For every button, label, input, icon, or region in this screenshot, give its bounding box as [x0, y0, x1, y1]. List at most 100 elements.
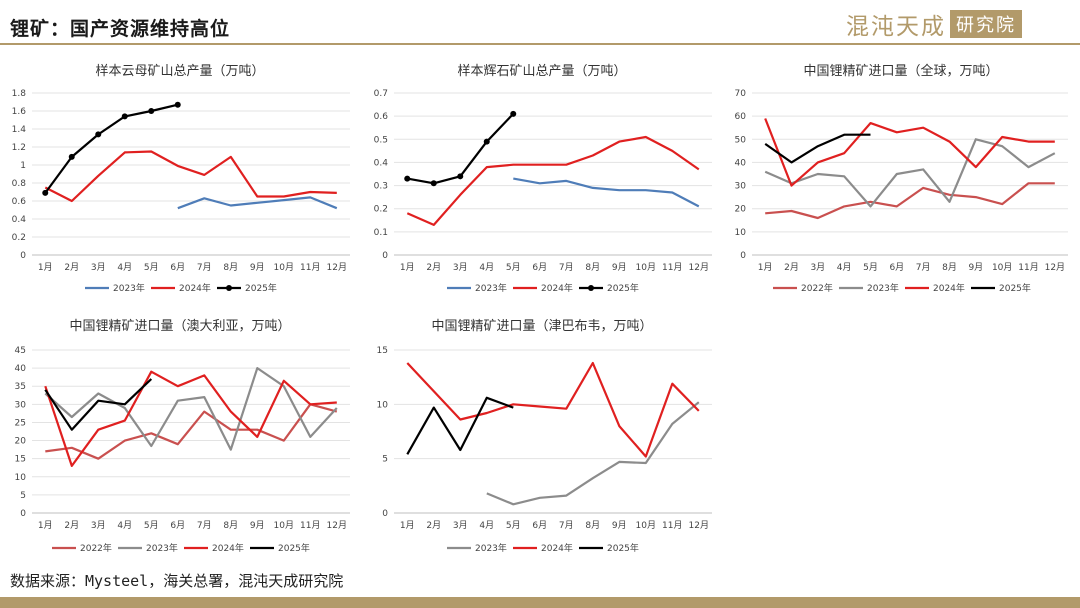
x-tick-label: 8月 — [942, 262, 957, 273]
chart-title: 中国锂精矿进口量（全球，万吨） — [803, 63, 998, 79]
x-tick-label: 9月 — [968, 262, 983, 273]
x-tick-label: 3月 — [91, 262, 106, 273]
x-tick-label: 2月 — [426, 520, 441, 531]
x-tick-label: 7月 — [197, 262, 212, 273]
x-tick-label: 12月 — [1045, 262, 1065, 273]
x-tick-label: 12月 — [327, 262, 347, 273]
legend-label: 2023年 — [113, 282, 145, 294]
y-tick-label: 1.2 — [12, 143, 26, 153]
x-tick-label: 11月 — [300, 520, 320, 531]
x-tick-label: 5月 — [506, 520, 521, 531]
bottom-bar — [0, 597, 1080, 608]
x-tick-label: 2月 — [426, 262, 441, 273]
chart-svg: 中国锂精矿进口量（澳大利亚，万吨） 0 5 10 15 20 25 30 35 40 45 1月 2月 3… — [15, 318, 350, 554]
chart-svg: 样本辉石矿山总产量（万吨） 0 0.1 0.2 0.3 0.4 0.5 0.6 0.7 1月 2月 3… — [374, 64, 712, 294]
series-line-2024年 — [44, 150, 337, 203]
series-line-2022年 — [765, 182, 1055, 220]
series-line-2025年 — [44, 103, 179, 194]
x-tick-label: 11月 — [300, 262, 320, 273]
x-tick-label: 3月 — [810, 262, 825, 273]
chart-mica-output: 样本云母矿山总产量（万吨） 0 0.2 0.4 0.6 0.8 1 1.2 1.4 1.6 1.8 1… — [0, 55, 360, 300]
y-tick-label: 30 — [15, 400, 27, 410]
y-tick-label: 0.3 — [374, 182, 388, 192]
x-tick-label: 7月 — [559, 262, 574, 273]
x-tick-label: 8月 — [585, 520, 600, 531]
y-tick-label: 5 — [382, 455, 388, 465]
x-tick-label: 6月 — [170, 520, 185, 531]
y-tick-label: 40 — [15, 364, 27, 374]
x-tick-label: 12月 — [327, 520, 347, 531]
x-tick-label: 12月 — [689, 262, 709, 273]
legend-label: 2023年 — [475, 542, 507, 554]
series-line-2023年 — [764, 138, 1056, 208]
x-tick-label: 6月 — [532, 262, 547, 273]
series-line-2024年 — [406, 135, 700, 226]
x-tick-label: 5月 — [144, 262, 159, 273]
series-line-2022年 — [45, 403, 338, 460]
x-tick-label: 9月 — [250, 520, 265, 531]
x-tick-label: 1月 — [38, 262, 53, 273]
x-tick-label: 10月 — [274, 262, 294, 273]
x-tick-label: 3月 — [453, 520, 468, 531]
series-line-2024年 — [764, 118, 1055, 187]
x-tick-label: 6月 — [170, 262, 185, 273]
chart-spodumene-output: 样本辉石矿山总产量（万吨） 0 0.1 0.2 0.3 0.4 0.5 0.6 0.7 1月 2月 3… — [362, 55, 722, 300]
x-tick-label: 4月 — [479, 520, 494, 531]
data-point — [510, 110, 517, 117]
top-rule — [0, 43, 1080, 45]
x-tick-label: 9月 — [612, 262, 627, 273]
data-point — [404, 175, 411, 182]
y-tick-label: 0 — [382, 509, 388, 519]
chart-title: 中国锂精矿进口量（津巴布韦，万吨） — [431, 319, 652, 334]
legend-label: 2023年 — [146, 542, 178, 554]
x-tick-label: 5月 — [144, 520, 159, 531]
y-tick-label: 10 — [735, 228, 747, 238]
y-tick-label: 0.1 — [374, 228, 388, 238]
x-tick-label: 8月 — [223, 520, 238, 531]
chart-import-zimbabwe: 中国锂精矿进口量（津巴布韦，万吨） 0 5 10 15 1月 2月 3月 4月 5月 6月 7月 8月 9… — [362, 310, 722, 560]
chart-svg: 中国锂精矿进口量（津巴布韦，万吨） 0 5 10 15 1月 2月 3月 4月 5月 6月 7月 8月 9… — [377, 319, 712, 554]
legend-label: 2023年 — [475, 282, 507, 294]
x-tick-label: 3月 — [91, 520, 106, 531]
data-point — [483, 138, 490, 145]
x-tick-label: 7月 — [559, 520, 574, 531]
legend-label: 2025年 — [999, 282, 1031, 294]
legend-label: 2025年 — [245, 282, 277, 294]
x-tick-label: 2月 — [784, 262, 799, 273]
y-tick-label: 10 — [377, 400, 389, 410]
y-tick-label: 60 — [735, 112, 747, 122]
legend-marker — [588, 285, 594, 291]
x-tick-label: 1月 — [400, 520, 415, 531]
legend-label: 2022年 — [801, 282, 833, 294]
legend-label: 2024年 — [541, 282, 573, 294]
data-point — [174, 101, 181, 108]
chart-import-australia: 中国锂精矿进口量（澳大利亚，万吨） 0 5 10 15 20 25 30 35 40 45 1月 2月 3… — [0, 310, 360, 560]
x-tick-label: 12月 — [689, 520, 709, 531]
x-tick-label: 10月 — [636, 520, 656, 531]
y-tick-label: 0 — [20, 251, 26, 261]
logo-text: 混沌天成 — [846, 14, 946, 40]
x-tick-label: 6月 — [889, 262, 904, 273]
y-tick-label: 1.4 — [12, 125, 27, 135]
logo: 混沌天成 研究院 — [846, 9, 1022, 40]
y-tick-label: 0 — [20, 509, 26, 519]
x-tick-label: 1月 — [400, 262, 415, 273]
legend-label: 2025年 — [278, 542, 310, 554]
x-tick-label: 5月 — [863, 262, 878, 273]
y-tick-label: 0.6 — [374, 112, 389, 122]
series-line-2023年 — [177, 196, 338, 210]
y-tick-label: 10 — [15, 473, 27, 483]
y-tick-label: 1.6 — [12, 107, 27, 117]
data-point — [457, 173, 464, 180]
page-title: 锂矿：国产资源维持高位 — [10, 18, 231, 40]
x-tick-label: 4月 — [117, 262, 132, 273]
x-tick-label: 4月 — [837, 262, 852, 273]
y-tick-label: 0.4 — [374, 158, 389, 168]
y-tick-label: 45 — [15, 346, 26, 356]
data-point — [430, 180, 437, 187]
x-tick-label: 9月 — [612, 520, 627, 531]
data-point — [68, 153, 75, 160]
x-tick-label: 8月 — [223, 262, 238, 273]
chart-import-global: 中国锂精矿进口量（全球，万吨） 0 10 20 30 40 50 60 70 1月 2月 3月 4月 5月… — [722, 55, 1080, 300]
x-tick-label: 6月 — [532, 520, 547, 531]
